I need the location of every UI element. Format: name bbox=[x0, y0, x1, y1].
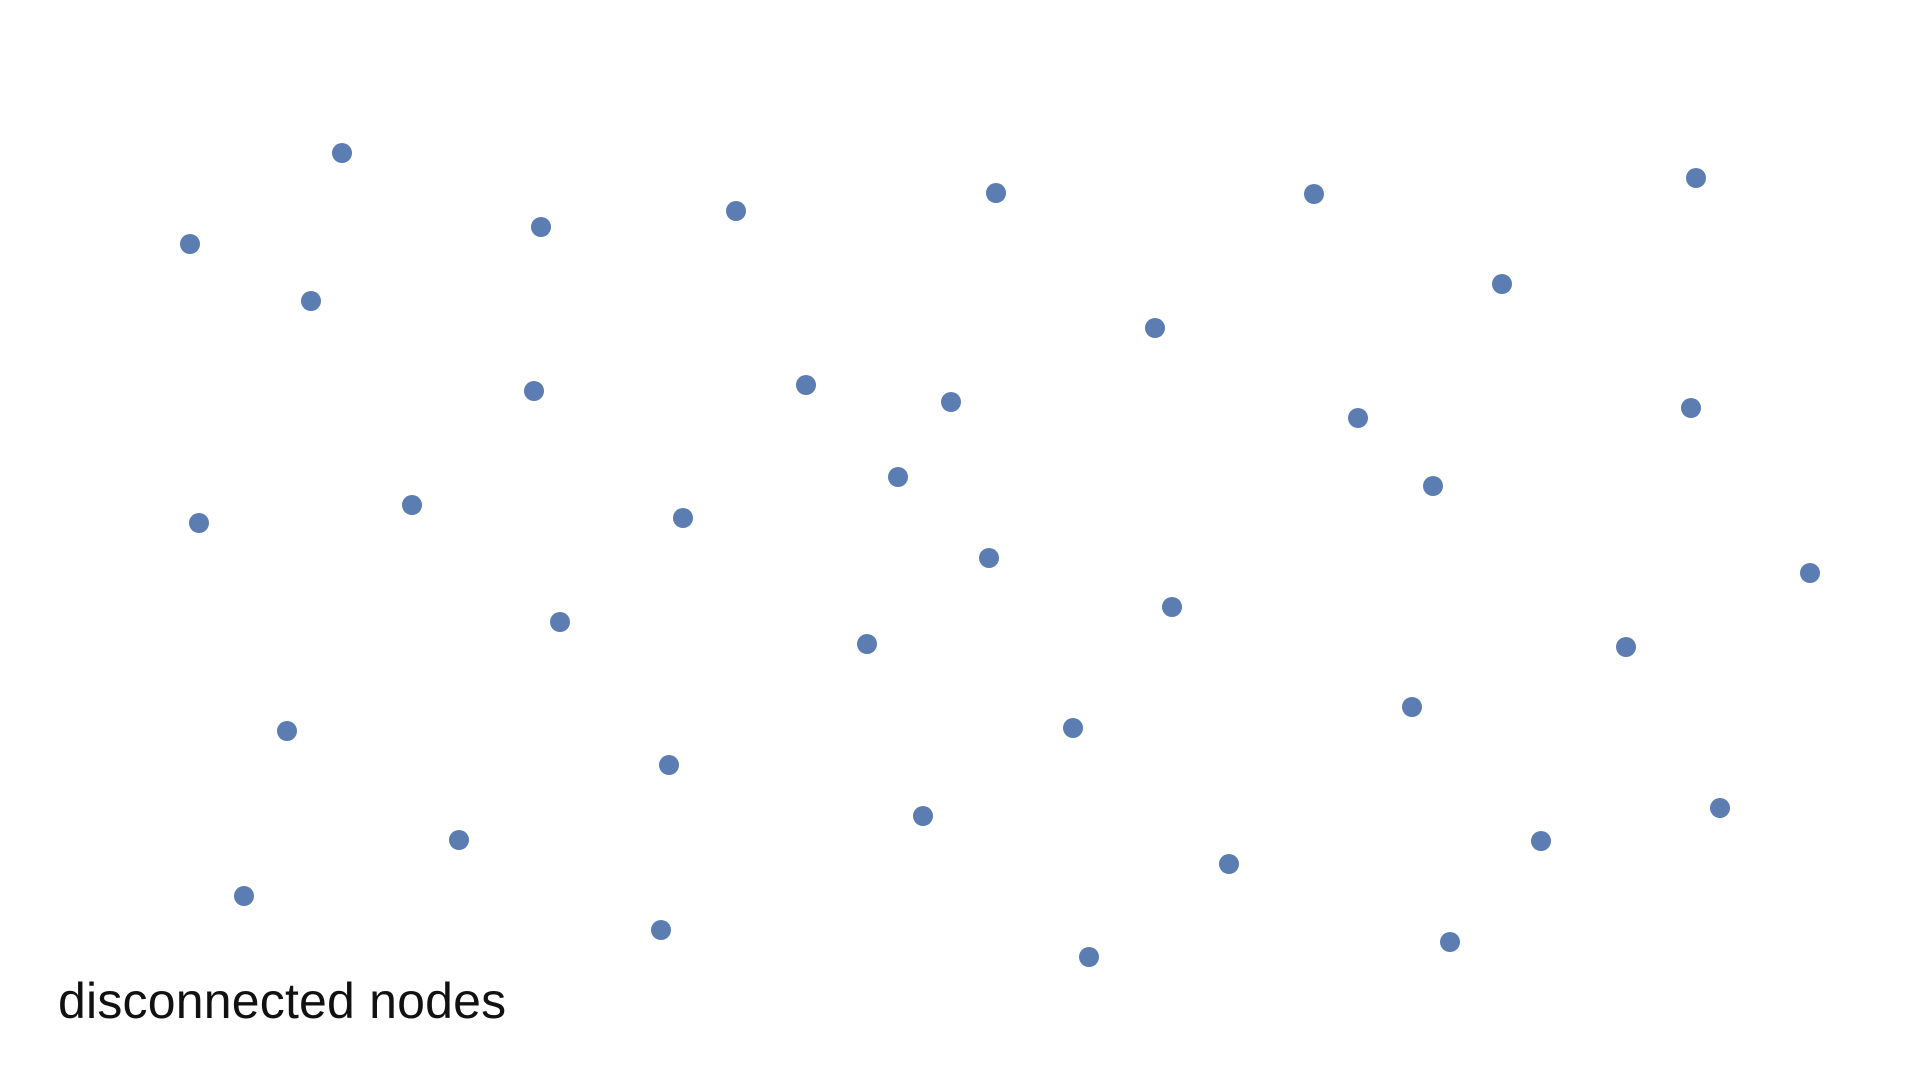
node-7 bbox=[1304, 184, 1324, 204]
node-29 bbox=[1063, 718, 1083, 738]
node-17 bbox=[189, 513, 209, 533]
node-36 bbox=[234, 886, 254, 906]
node-21 bbox=[979, 548, 999, 568]
node-39 bbox=[1440, 932, 1460, 952]
node-4 bbox=[531, 217, 551, 237]
node-11 bbox=[524, 381, 544, 401]
node-28 bbox=[277, 721, 297, 741]
node-20 bbox=[1423, 476, 1443, 496]
node-8 bbox=[1686, 168, 1706, 188]
node-23 bbox=[1162, 597, 1182, 617]
node-19 bbox=[888, 467, 908, 487]
node-38 bbox=[1079, 947, 1099, 967]
node-26 bbox=[1616, 637, 1636, 657]
node-37 bbox=[651, 920, 671, 940]
node-6 bbox=[986, 183, 1006, 203]
node-33 bbox=[449, 830, 469, 850]
node-9 bbox=[1492, 274, 1512, 294]
node-16 bbox=[402, 495, 422, 515]
node-24 bbox=[550, 612, 570, 632]
node-35 bbox=[1219, 854, 1239, 874]
node-27 bbox=[1402, 697, 1422, 717]
slide-caption: disconnected nodes bbox=[58, 973, 507, 1029]
node-14 bbox=[1348, 408, 1368, 428]
node-32 bbox=[913, 806, 933, 826]
node-10 bbox=[1145, 318, 1165, 338]
node-1 bbox=[332, 143, 352, 163]
node-30 bbox=[659, 755, 679, 775]
node-3 bbox=[301, 291, 321, 311]
node-34 bbox=[1531, 831, 1551, 851]
node-2 bbox=[180, 234, 200, 254]
node-13 bbox=[941, 392, 961, 412]
node-25 bbox=[857, 634, 877, 654]
node-18 bbox=[673, 508, 693, 528]
node-31 bbox=[1710, 798, 1730, 818]
node-12 bbox=[796, 375, 816, 395]
node-22 bbox=[1800, 563, 1820, 583]
node-5 bbox=[726, 201, 746, 221]
node-15 bbox=[1681, 398, 1701, 418]
